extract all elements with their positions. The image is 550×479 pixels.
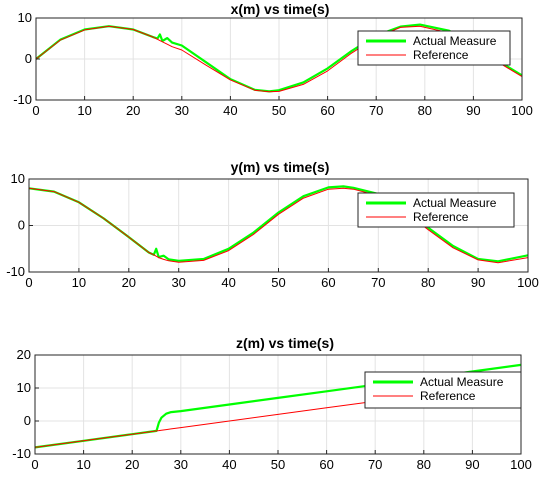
x-tick-label: 100 xyxy=(511,103,533,118)
legend-box xyxy=(364,371,522,409)
x-tick-label: 20 xyxy=(125,457,139,472)
y-tick-label: 0 xyxy=(25,51,32,66)
y-tick-label: -10 xyxy=(6,264,25,279)
legend-label: Reference xyxy=(413,210,469,224)
legend-label: Actual Measure xyxy=(413,196,497,210)
x-tick-label: 20 xyxy=(126,103,140,118)
chart-title: x(m) vs time(s) xyxy=(231,1,330,17)
x-tick-label: 50 xyxy=(271,457,285,472)
chart-title: z(m) vs time(s) xyxy=(236,335,334,351)
x-tick-label: 40 xyxy=(223,103,237,118)
x-tick-label: 80 xyxy=(417,457,431,472)
x-tick-label: 0 xyxy=(31,457,38,472)
y-vs-time-chart: y(m) vs time(s) 0 10 20 30 40 50 60 70 80 90 100-1… xyxy=(6,159,539,290)
x-tick-label: 70 xyxy=(368,457,382,472)
legend-box xyxy=(357,30,511,66)
x-tick-label: 30 xyxy=(174,457,188,472)
y-tick-label: 0 xyxy=(18,218,25,233)
legend-label: Actual Measure xyxy=(420,375,504,389)
legend-box xyxy=(357,192,515,228)
y-tick-label: -10 xyxy=(12,446,31,461)
y-tick-label: 0 xyxy=(24,413,31,428)
x-tick-label: 60 xyxy=(319,457,333,472)
x-tick-label: 0 xyxy=(32,103,39,118)
x-tick-label: 40 xyxy=(222,457,236,472)
x-tick-label: 20 xyxy=(122,275,136,290)
chart-title: y(m) vs time(s) xyxy=(231,159,330,175)
y-tick-label: -10 xyxy=(13,92,32,107)
x-tick-label: 90 xyxy=(466,103,480,118)
x-tick-label: 100 xyxy=(517,275,539,290)
x-tick-label: 90 xyxy=(471,275,485,290)
x-tick-label: 0 xyxy=(25,275,32,290)
y-tick-label: 10 xyxy=(11,171,25,186)
legend-label: Actual Measure xyxy=(413,34,497,48)
x-tick-label: 70 xyxy=(371,275,385,290)
x-tick-label: 30 xyxy=(171,275,185,290)
x-tick-label: 70 xyxy=(369,103,383,118)
y-tick-label: 10 xyxy=(17,380,31,395)
series-line-reference xyxy=(35,25,523,93)
x-tick-label: 50 xyxy=(271,275,285,290)
x-tick-label: 80 xyxy=(418,103,432,118)
x-tick-label: 50 xyxy=(272,103,286,118)
x-tick-label: 10 xyxy=(76,457,90,472)
z-vs-time-chart: z(m) vs time(s) 0 10 20 30 40 50 60 70 80 90 100-1… xyxy=(12,335,532,472)
x-tick-label: 100 xyxy=(510,457,532,472)
y-tick-label: 20 xyxy=(17,347,31,362)
x-tick-label: 30 xyxy=(175,103,189,118)
x-vs-time-chart: x(m) vs time(s) 0 10 20 30 40 50 60 70 80 90 100-1… xyxy=(13,1,533,118)
x-tick-label: 90 xyxy=(465,457,479,472)
y-tick-label: 10 xyxy=(18,10,32,25)
x-tick-label: 80 xyxy=(421,275,435,290)
x-tick-label: 60 xyxy=(321,275,335,290)
legend-label: Reference xyxy=(413,48,469,62)
legend-label: Reference xyxy=(420,389,476,403)
x-tick-label: 40 xyxy=(221,275,235,290)
x-tick-label: 10 xyxy=(77,103,91,118)
x-tick-label: 60 xyxy=(320,103,334,118)
x-tick-label: 10 xyxy=(72,275,86,290)
